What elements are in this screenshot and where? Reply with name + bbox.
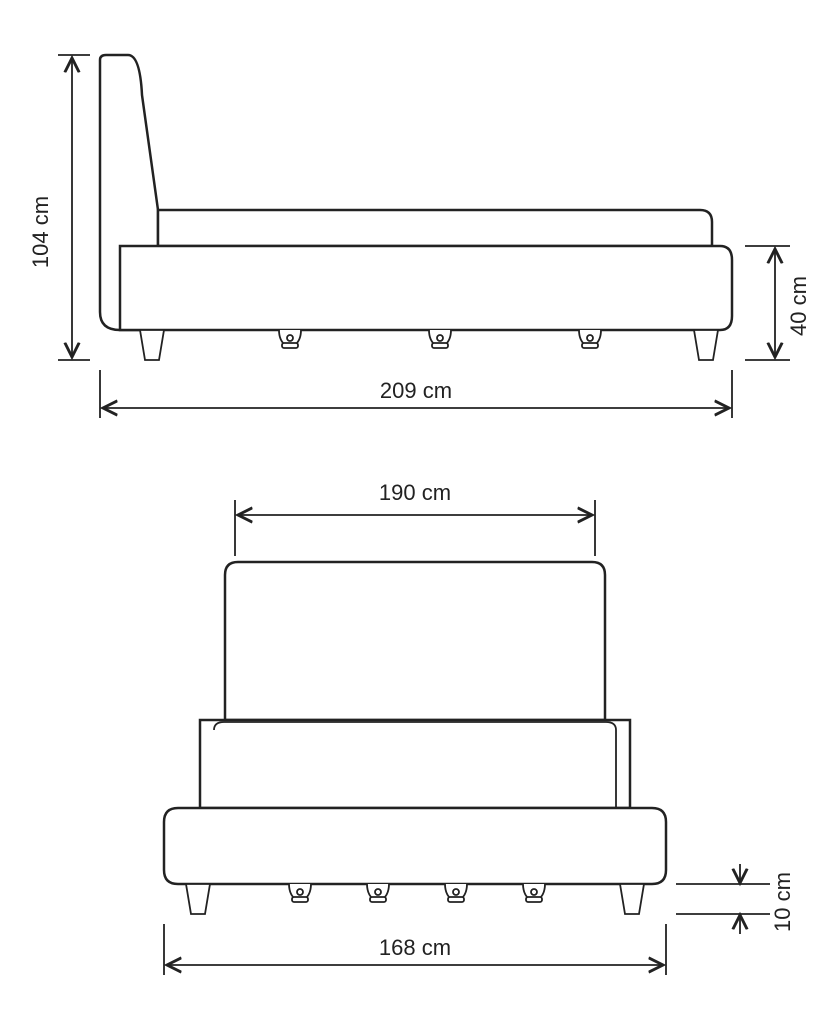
dim-label-length: 209 cm: [380, 378, 452, 403]
dim-width-168: 168 cm: [164, 924, 666, 975]
side-view: 104 cm 40 cm 209 cm: [28, 55, 811, 418]
dim-label-leg: 10 cm: [770, 872, 795, 932]
dim-label-frame: 40 cm: [786, 276, 811, 336]
dim-mattress-190: 190 cm: [235, 480, 595, 556]
dim-length-209: 209 cm: [100, 370, 732, 418]
dim-label-width: 168 cm: [379, 935, 451, 960]
dim-frame-40: 40 cm: [745, 246, 811, 360]
dim-label-mattress: 190 cm: [379, 480, 451, 505]
technical-drawing: 104 cm 40 cm 209 cm 190 cm: [0, 0, 825, 1024]
dim-label-height: 104 cm: [28, 196, 53, 268]
front-view: 190 cm 10 cm 168 cm: [164, 480, 795, 975]
dim-leg-10: 10 cm: [676, 864, 795, 934]
dim-height-104: 104 cm: [28, 55, 90, 360]
